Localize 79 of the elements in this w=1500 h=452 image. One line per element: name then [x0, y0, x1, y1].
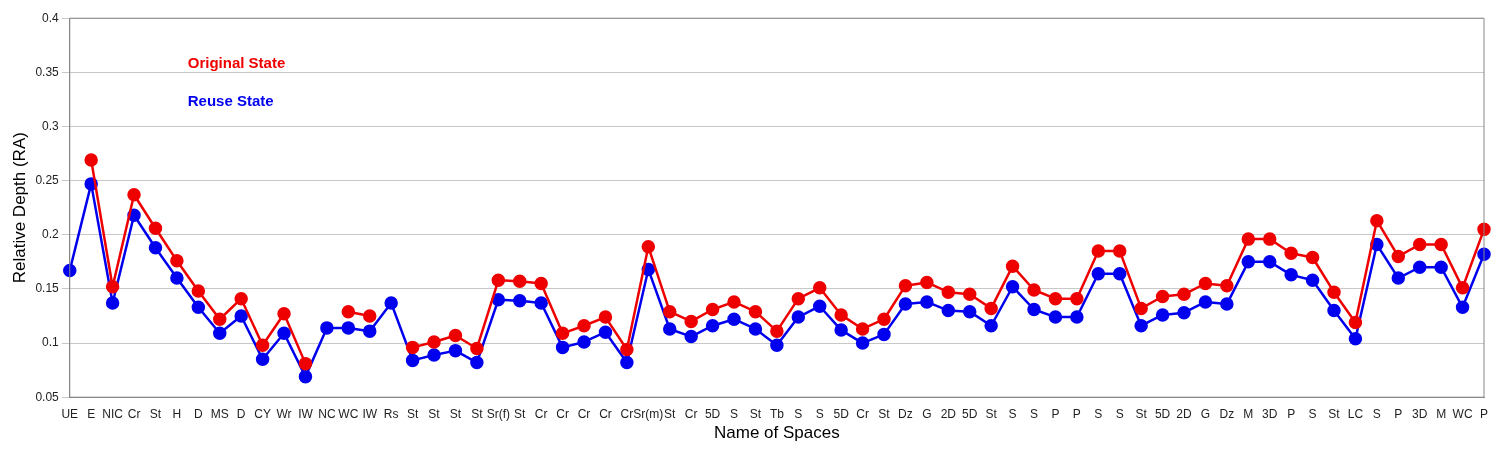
x-tick-label: St	[471, 406, 484, 421]
x-tick-label: St	[406, 406, 419, 421]
x-tick-label: P	[1394, 406, 1403, 421]
x-tick-label: St	[664, 406, 677, 421]
x-tick-label: M	[1436, 406, 1447, 421]
x-tick-label: Cr	[556, 406, 569, 421]
x-tick-label: St	[985, 406, 998, 421]
x-tick-label: S	[1372, 406, 1381, 421]
x-tick-label: WC	[1452, 406, 1473, 421]
text: Original State	[187, 54, 286, 72]
y-tick-label: 0.15	[35, 281, 60, 296]
x-tick-label: Cr	[684, 406, 698, 421]
x-tick-label: IW	[298, 406, 314, 421]
x-tick-label: LC	[1347, 406, 1364, 421]
x-tick-label: H	[172, 406, 182, 421]
x-tick-label: P	[1051, 406, 1060, 421]
x-tick-label: M	[1243, 406, 1254, 421]
x-tick-label: St	[428, 406, 441, 421]
x-tick-label: MS	[210, 406, 229, 421]
x-tick-label: E	[87, 406, 96, 421]
x-tick-label: St	[449, 406, 462, 421]
text: Reuse State	[187, 92, 274, 110]
y-tick-label: 0.35	[35, 64, 60, 79]
x-tick-label: P	[1287, 406, 1296, 421]
x-tick-label: Cr	[599, 406, 612, 421]
x-tick-label: IW	[362, 406, 378, 421]
x-tick-label: Tb	[769, 406, 785, 421]
x-tick-label: 2D	[1176, 406, 1193, 421]
x-tick-label: Sr(f)	[486, 406, 510, 421]
x-tick-label: P	[1072, 406, 1081, 421]
y-tick-label: 0.4	[42, 10, 60, 25]
x-tick-label: Dz	[1219, 406, 1235, 421]
x-tick-label: S	[1030, 406, 1039, 421]
x-tick-label: NC	[318, 406, 336, 421]
x-tick-label: WC	[338, 406, 359, 421]
x-tick-label: S	[1008, 406, 1017, 421]
x-tick-label: D	[236, 406, 246, 421]
x-tick-label: P	[1479, 406, 1489, 421]
x-tick-label: 5D	[962, 406, 978, 421]
x-tick-label: S	[730, 406, 739, 421]
y-axis-title: Relative Depth (RA)	[9, 132, 29, 284]
x-tick-label: S	[1094, 406, 1103, 421]
x-tick-label: St	[149, 406, 162, 421]
x-tick-label: St	[749, 406, 762, 421]
x-tick-label: 5D	[704, 406, 721, 421]
x-tick-label: G	[1200, 406, 1211, 421]
x-tick-label: St	[514, 406, 527, 421]
x-tick-label: Cr	[127, 406, 141, 421]
x-tick-label: S	[1115, 406, 1124, 421]
y-tick-label: 0.1	[42, 335, 60, 350]
x-tick-label: 5D	[833, 406, 850, 421]
x-tick-label: St	[1135, 406, 1148, 421]
x-tick-label: S	[1308, 406, 1317, 421]
x-tick-label: Cr	[577, 406, 591, 421]
x-tick-label: St	[878, 406, 891, 421]
x-axis-title: Name of Spaces	[714, 423, 840, 443]
x-tick-label: 2D	[940, 406, 957, 421]
x-tick-label: Rs	[383, 406, 399, 421]
y-tick-label: 0.25	[35, 172, 60, 187]
x-tick-label: Cr	[620, 406, 634, 421]
x-tick-label: CY	[254, 406, 271, 421]
y-tick-label: 0.05	[35, 389, 60, 404]
x-tick-label: Wr	[276, 406, 292, 421]
x-tick-label: Sr(m)	[633, 406, 664, 421]
x-tick-label: NIC	[102, 406, 124, 421]
x-tick-label: S	[815, 406, 824, 421]
x-tick-label: 5D	[1154, 406, 1171, 421]
x-tick-label: St	[1328, 406, 1341, 421]
x-tick-label: 3D	[1412, 406, 1428, 421]
x-tick-label: Cr	[534, 406, 548, 421]
x-tick-label: Dz	[898, 406, 913, 421]
x-tick-label: 3D	[1262, 406, 1278, 421]
x-tick-label: D	[193, 406, 203, 421]
x-tick-label: UE	[61, 406, 79, 421]
y-tick-label: 0.3	[42, 118, 60, 133]
x-tick-label: Cr	[856, 406, 869, 421]
x-tick-label: S	[794, 406, 803, 421]
x-tick-label: G	[922, 406, 932, 421]
y-tick-label: 0.2	[42, 227, 60, 242]
